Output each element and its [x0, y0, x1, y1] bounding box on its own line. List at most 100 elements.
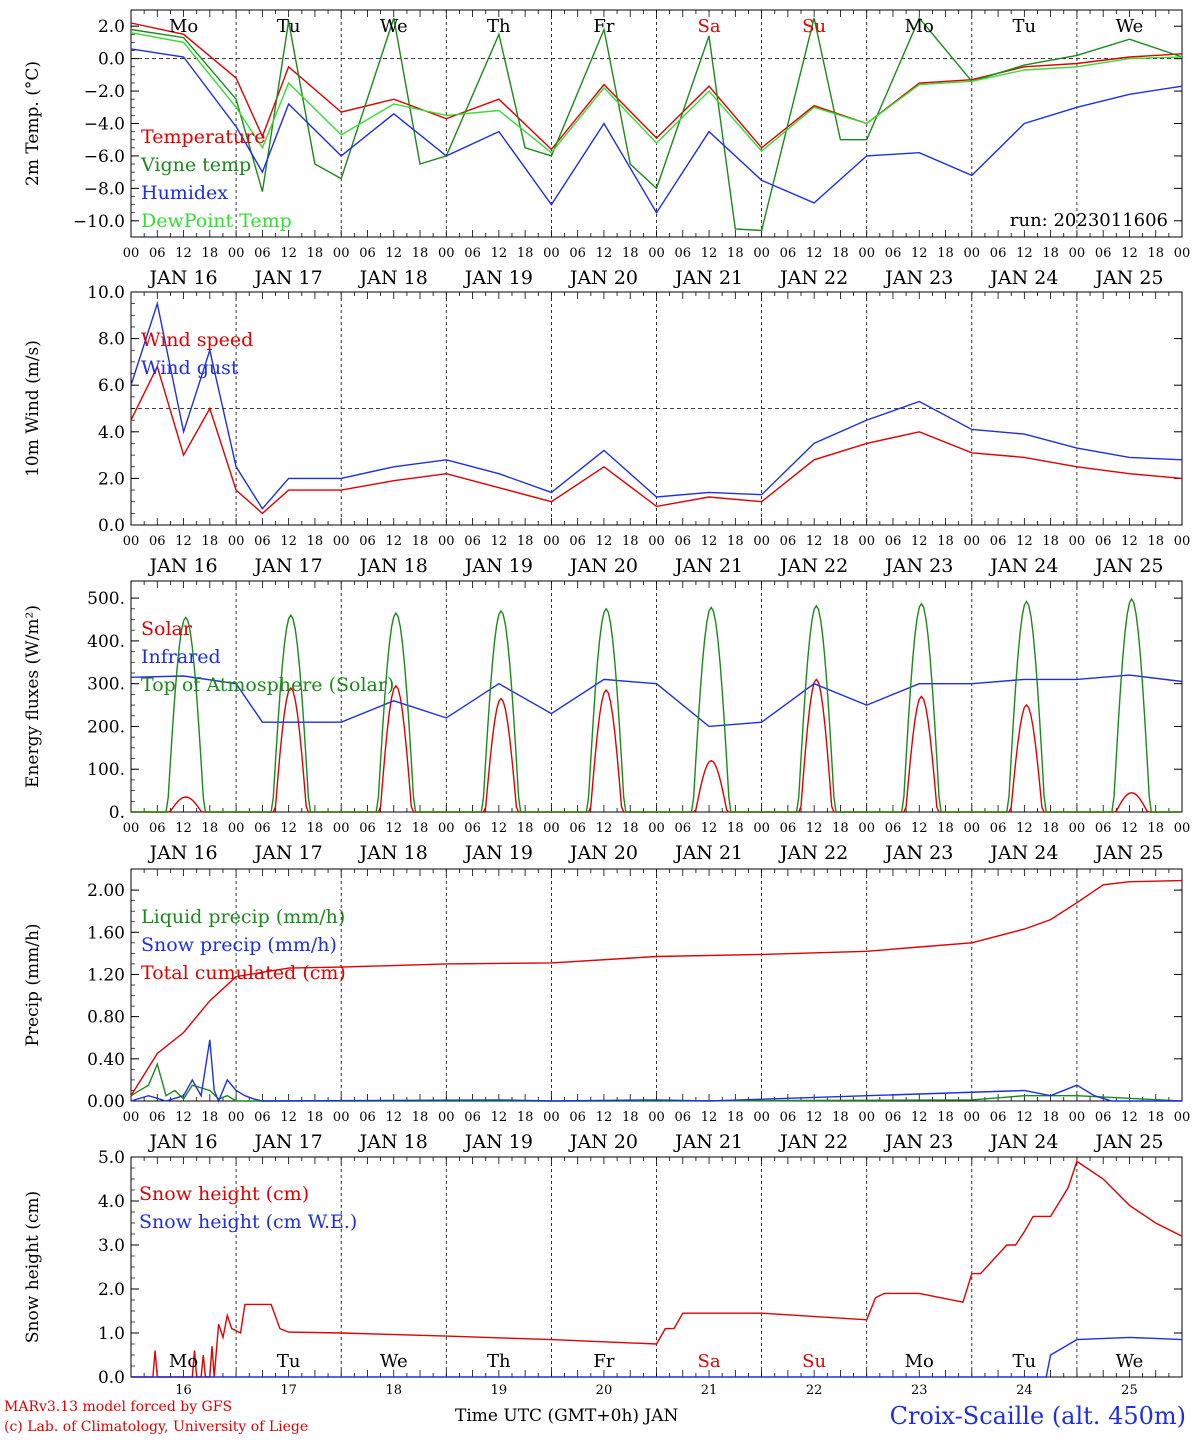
- hour-tick-label: 18: [622, 534, 639, 549]
- hour-tick-label: 06: [990, 821, 1007, 836]
- y-tick-label: 2.0: [98, 469, 125, 489]
- y-tick-label: 500.: [87, 589, 125, 609]
- hour-tick-label: 12: [806, 1110, 823, 1125]
- legend-entry: Snow precip (mm/h): [141, 934, 337, 956]
- hour-tick-label: 12: [280, 246, 297, 261]
- hour-tick-label: 00: [753, 246, 770, 261]
- series-line-wind-gust: [130, 300, 1183, 510]
- y-tick-label: 300.: [87, 675, 125, 695]
- day-number-label: 25: [1121, 1383, 1138, 1398]
- y-tick-label: 0.00: [87, 1092, 125, 1112]
- date-label: JAN 20: [568, 1131, 638, 1153]
- y-axis-label: Snow height (cm): [23, 1191, 43, 1343]
- date-label: JAN 18: [358, 842, 428, 864]
- hour-tick-label: 12: [491, 534, 508, 549]
- hour-tick-label: 12: [806, 246, 823, 261]
- hour-tick-label: 18: [622, 821, 639, 836]
- y-tick-label: 10.0: [87, 283, 125, 303]
- series-line-humidex: [130, 48, 1183, 215]
- hour-tick-label: 06: [1095, 1110, 1112, 1125]
- hour-tick-label: 06: [464, 246, 481, 261]
- hour-tick-label: 12: [385, 1110, 402, 1125]
- hour-tick-label: 06: [885, 534, 902, 549]
- hour-tick-label: 12: [491, 246, 508, 261]
- hour-tick-label: 12: [1016, 246, 1033, 261]
- hour-tick-label: 00: [228, 534, 245, 549]
- date-label: JAN 17: [253, 1131, 323, 1153]
- hour-tick-label: 18: [1147, 534, 1164, 549]
- date-label: JAN 16: [147, 842, 217, 864]
- hour-tick-label: 06: [254, 534, 271, 549]
- hour-tick-label: 06: [780, 246, 797, 261]
- hour-tick-label: 12: [806, 534, 823, 549]
- legend-entry: Snow height (cm): [139, 1183, 309, 1205]
- hour-tick-label: 00: [543, 246, 560, 261]
- hour-tick-label: 18: [727, 1110, 744, 1125]
- hour-tick-label: 06: [149, 246, 166, 261]
- hour-tick-label: 18: [937, 1110, 954, 1125]
- hour-tick-label: 18: [517, 1110, 534, 1125]
- hour-tick-label: 18: [832, 534, 849, 549]
- hour-tick-label: 12: [1016, 821, 1033, 836]
- lab-credit: (c) Lab. of Climatology, University of L…: [4, 1419, 309, 1435]
- hour-tick-label: 12: [1016, 1110, 1033, 1125]
- legend-entry: Wind gust: [141, 357, 239, 379]
- hour-tick-label: 00: [964, 246, 981, 261]
- legend-entry: Wind speed: [141, 329, 253, 351]
- hour-tick-label: 12: [385, 246, 402, 261]
- hour-tick-label: 18: [517, 246, 534, 261]
- weekday-label: Fr: [593, 16, 614, 37]
- hour-tick-label: 06: [675, 246, 692, 261]
- hour-tick-label: 18: [937, 246, 954, 261]
- hour-tick-label: 12: [385, 534, 402, 549]
- hour-tick-label: 12: [280, 821, 297, 836]
- y-axis-label: 2m Temp. (°C): [23, 61, 43, 186]
- hour-tick-label: 00: [858, 821, 875, 836]
- hour-tick-label: 12: [596, 246, 613, 261]
- hour-tick-label: 12: [1121, 1110, 1138, 1125]
- date-label: JAN 20: [568, 842, 638, 864]
- series-line-total-cumulated-cm-: [130, 879, 1183, 1097]
- y-axis-label: 10m Wind (m/s): [23, 340, 43, 477]
- hour-tick-label: 12: [911, 534, 928, 549]
- hour-tick-label: 00: [543, 821, 560, 836]
- hour-tick-label: 12: [385, 821, 402, 836]
- y-tick-label: 0.0: [98, 516, 125, 536]
- hour-tick-label: 06: [464, 534, 481, 549]
- hour-tick-label: 12: [1121, 534, 1138, 549]
- y-tick-label: 4.0: [98, 1192, 125, 1212]
- y-tick-label: 2.00: [87, 881, 125, 901]
- date-label: JAN 25: [1093, 555, 1163, 577]
- weekday-label: Mo: [169, 16, 198, 37]
- hour-tick-label: 18: [1147, 821, 1164, 836]
- y-tick-label: 1.20: [87, 965, 125, 985]
- legend-entry: DewPoint Temp: [141, 210, 292, 232]
- hour-tick-label: 12: [806, 821, 823, 836]
- series-line-liquid-precip-mm-h-: [130, 1061, 1183, 1102]
- hour-tick-label: 00: [333, 246, 350, 261]
- hour-tick-label: 12: [596, 821, 613, 836]
- date-label: JAN 20: [568, 267, 638, 289]
- hour-tick-label: 06: [254, 246, 271, 261]
- hour-tick-label: 06: [149, 821, 166, 836]
- hour-tick-label: 18: [832, 246, 849, 261]
- hour-tick-label: 00: [123, 821, 140, 836]
- hour-tick-label: 06: [1095, 821, 1112, 836]
- series-line-solar: [131, 678, 1180, 813]
- hour-tick-label: 06: [990, 246, 1007, 261]
- hour-tick-label: 00: [648, 821, 665, 836]
- hour-tick-label: 00: [648, 1110, 665, 1125]
- hour-tick-label: 00: [1069, 246, 1086, 261]
- hour-tick-label: 00: [228, 821, 245, 836]
- hour-tick-label: 18: [1042, 534, 1059, 549]
- y-tick-label: 0.: [109, 803, 125, 823]
- hour-tick-label: 00: [438, 1110, 455, 1125]
- hour-tick-label: 06: [254, 821, 271, 836]
- hour-tick-label: 18: [727, 821, 744, 836]
- y-axis-label: Precip (mm/h): [23, 923, 43, 1046]
- hour-tick-label: 00: [753, 1110, 770, 1125]
- hour-tick-label: 00: [1069, 534, 1086, 549]
- hour-tick-label: 06: [780, 1110, 797, 1125]
- series-line-dewpoint-temp: [130, 32, 1183, 154]
- hour-tick-label: 06: [675, 534, 692, 549]
